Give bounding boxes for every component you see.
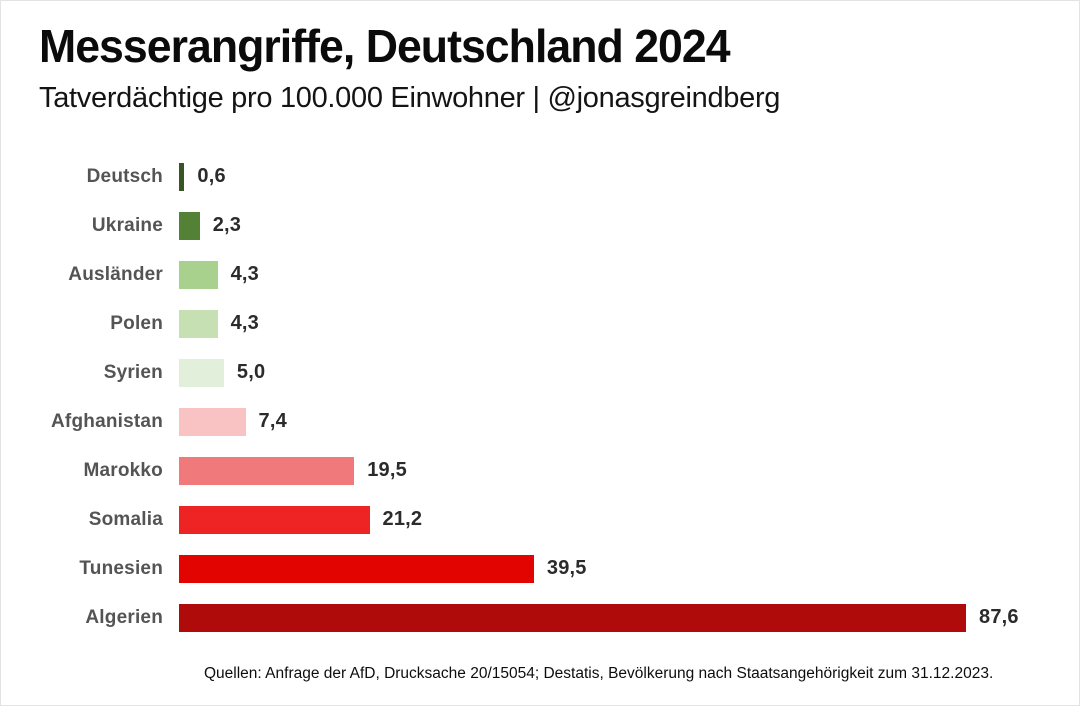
bar-row: Afghanistan 7,4 — [1, 397, 1079, 446]
value-label: 5,0 — [236, 361, 266, 383]
bar — [179, 260, 218, 289]
category-label: Ausländer — [68, 263, 163, 285]
value-label: 4,3 — [230, 263, 259, 285]
bar-row: Ausländer 4,3 — [1, 250, 1079, 299]
bar-track: 5,0 — [179, 348, 1079, 397]
bar — [179, 358, 224, 387]
category-label: Tunesien — [79, 557, 163, 579]
bar — [179, 309, 218, 338]
bar-row: Syrien 5,0 — [1, 348, 1079, 397]
value-label: 39,5 — [546, 557, 587, 579]
bar-track: 0,6 — [179, 152, 1079, 201]
bar-row: Tunesien 39,5 — [1, 544, 1079, 593]
bar — [179, 554, 534, 583]
category-label: Syrien — [103, 361, 163, 383]
bar-track: 39,5 — [179, 544, 1079, 593]
value-label: 87,6 — [979, 606, 1019, 628]
category-label: Algerien — [85, 606, 163, 628]
category-label: Polen — [110, 312, 163, 334]
bar-row: Ukraine 2,3 — [1, 201, 1079, 250]
bar-track: 2,3 — [179, 201, 1079, 250]
source-note: Quellen: Anfrage der AfD, Drucksache 20/… — [204, 665, 994, 682]
bar-track: 4,3 — [179, 299, 1079, 348]
category-label: Marokko — [83, 459, 163, 481]
value-label: 19,5 — [367, 459, 407, 481]
bar — [179, 407, 246, 436]
value-label: 7,4 — [258, 410, 287, 432]
bar-row: Algerien 87,6 — [1, 593, 1079, 642]
bar-row: Polen 4,3 — [1, 299, 1079, 348]
category-label: Ukraine — [91, 214, 163, 236]
bar — [179, 211, 200, 240]
category-label: Somalia — [88, 508, 163, 530]
bar-track: 87,6 — [179, 593, 1079, 642]
bar — [179, 505, 370, 534]
bar — [179, 162, 185, 191]
category-label: Deutsch — [86, 165, 163, 187]
bar-track: 21,2 — [179, 495, 1079, 544]
bar-track: 7,4 — [179, 397, 1079, 446]
bar — [179, 603, 966, 632]
bar-row: Marokko 19,5 — [1, 446, 1079, 495]
bar-chart: Deutsch 0,6 Ukraine 2,3 Ausländer 4,3 Polen 4,3… — [1, 152, 1079, 642]
chart-title: Messerangriffe, Deutschland 2024 — [39, 20, 731, 72]
bar-track: 19,5 — [179, 446, 1079, 495]
value-label: 0,6 — [197, 165, 226, 187]
value-label: 21,2 — [382, 508, 423, 530]
category-label: Afghanistan — [51, 410, 163, 432]
bar-track: 4,3 — [179, 250, 1079, 299]
bar-row: Somalia 21,2 — [1, 495, 1079, 544]
value-label: 2,3 — [212, 214, 242, 236]
chart-header: Messerangriffe, Deutschland 2024 Tatverd… — [39, 21, 780, 115]
bar — [179, 456, 355, 485]
value-label: 4,3 — [230, 312, 259, 334]
chart-subtitle: Tatverdächtige pro 100.000 Einwohner | @… — [39, 81, 781, 114]
bar-row: Deutsch 0,6 — [1, 152, 1079, 201]
